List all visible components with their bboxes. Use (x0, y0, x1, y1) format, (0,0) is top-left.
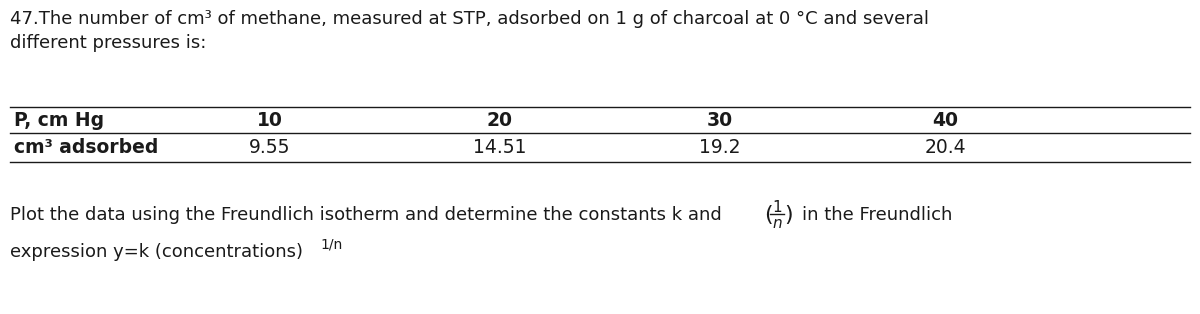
Text: 19.2: 19.2 (700, 138, 740, 157)
Text: cm³ adsorbed: cm³ adsorbed (14, 138, 158, 157)
Text: 1: 1 (772, 199, 782, 214)
Text: 9.55: 9.55 (250, 138, 290, 157)
Text: 1/n: 1/n (320, 238, 342, 252)
Text: n: n (772, 215, 782, 230)
Text: 47.The number of cm³ of methane, measured at STP, adsorbed on 1 g of charcoal at: 47.The number of cm³ of methane, measure… (10, 10, 929, 28)
Text: P, cm Hg: P, cm Hg (14, 111, 104, 129)
Text: 20: 20 (487, 111, 514, 129)
Text: 10: 10 (257, 111, 283, 129)
Text: 30: 30 (707, 111, 733, 129)
Text: (: ( (764, 205, 773, 225)
Text: in the Freundlich: in the Freundlich (802, 206, 953, 224)
Text: ): ) (784, 205, 793, 225)
Text: 40: 40 (932, 111, 958, 129)
Text: 20.4: 20.4 (924, 138, 966, 157)
Text: different pressures is:: different pressures is: (10, 34, 206, 52)
Text: Plot the data using the Freundlich isotherm and determine the constants k and: Plot the data using the Freundlich isoth… (10, 206, 721, 224)
Text: expression y=k (concentrations): expression y=k (concentrations) (10, 243, 302, 261)
Text: 14.51: 14.51 (473, 138, 527, 157)
